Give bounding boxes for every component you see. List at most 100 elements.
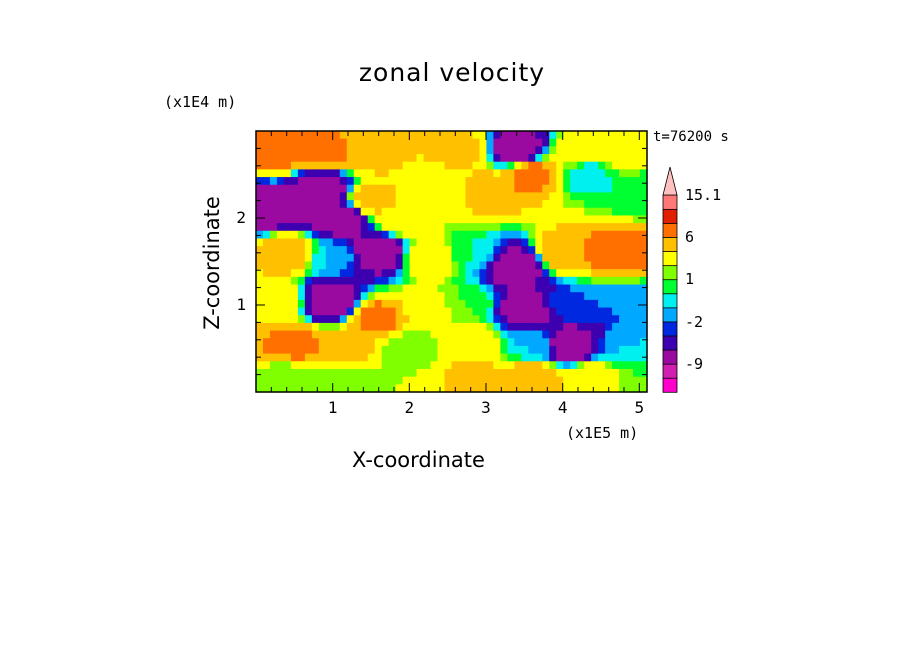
- field-cell: [584, 169, 592, 178]
- field-cell: [423, 223, 432, 232]
- field-cell: [395, 138, 404, 147]
- field-cell: [374, 345, 383, 355]
- field-cell: [612, 261, 620, 270]
- field-cell: [528, 361, 536, 370]
- field-cell: [591, 361, 599, 370]
- field-cell: [297, 269, 306, 278]
- field-cell: [437, 292, 446, 301]
- field-cell: [570, 154, 578, 163]
- field-cell: [256, 307, 264, 316]
- field-cell: [367, 230, 376, 240]
- field-cell: [311, 276, 320, 286]
- field-cell: [472, 299, 481, 309]
- field-cell: [549, 345, 557, 355]
- field-cell: [269, 207, 278, 217]
- field-cell: [395, 276, 404, 286]
- field-cell: [388, 192, 397, 201]
- field-cell: [353, 161, 362, 170]
- field-cell: [458, 215, 467, 224]
- field-cell: [409, 200, 418, 209]
- field-cell: [521, 200, 529, 209]
- field-cell: [437, 246, 446, 255]
- field-cell: [395, 261, 404, 270]
- field-cell: [269, 230, 278, 240]
- field-cell: [339, 200, 348, 209]
- field-cell: [353, 338, 362, 347]
- field-cell: [584, 138, 592, 147]
- field-cell: [479, 131, 488, 140]
- field-cell: [577, 299, 585, 309]
- field-cell: [591, 353, 599, 362]
- field-cell: [528, 261, 536, 270]
- field-cell: [402, 146, 411, 155]
- field-cell: [577, 307, 585, 316]
- field-cell: [556, 215, 564, 224]
- field-cell: [640, 345, 648, 355]
- field-cell: [374, 299, 383, 309]
- field-cell: [570, 200, 578, 209]
- field-cell: [416, 338, 425, 347]
- field-cell: [262, 307, 271, 316]
- field-cell: [500, 361, 508, 370]
- field-cell: [256, 184, 264, 194]
- field-cell: [619, 269, 627, 278]
- field-cell: [605, 353, 613, 362]
- field-cell: [542, 276, 550, 286]
- field-cell: [570, 322, 578, 332]
- field-cell: [430, 338, 439, 347]
- field-cell: [283, 200, 292, 209]
- field-cell: [325, 384, 334, 393]
- field-cell: [479, 223, 488, 232]
- field-cell: [605, 292, 613, 301]
- field-cell: [521, 192, 529, 201]
- field-cell: [367, 154, 376, 163]
- field-cell: [626, 138, 634, 147]
- field-cell: [346, 184, 355, 194]
- field-cell: [521, 276, 529, 286]
- field-cell: [570, 207, 578, 217]
- field-cell: [353, 361, 362, 370]
- field-cell: [640, 184, 648, 194]
- field-cell: [388, 330, 397, 339]
- axis-ticks: [256, 131, 647, 392]
- field-cell: [269, 246, 278, 255]
- field-cell: [290, 322, 299, 332]
- field-cell: [556, 238, 564, 247]
- field-cell: [507, 161, 515, 170]
- field-cell: [437, 207, 446, 217]
- field-cell: [339, 192, 348, 201]
- field-cell: [451, 292, 460, 301]
- field-cell: [346, 261, 355, 270]
- field-cell: [444, 307, 453, 316]
- field-cell: [437, 238, 446, 247]
- field-cell: [283, 330, 292, 339]
- field-cell: [612, 200, 620, 209]
- field-cell: [430, 215, 439, 224]
- field-cell: [423, 230, 432, 240]
- field-cell: [276, 361, 285, 370]
- field-cell: [619, 223, 627, 232]
- field-cell: [472, 307, 481, 316]
- field-cell: [388, 322, 397, 332]
- field-cell: [437, 230, 446, 240]
- field-cell: [444, 299, 453, 309]
- field-cell: [486, 384, 494, 393]
- field-cell: [339, 384, 348, 393]
- field-cell: [332, 184, 341, 194]
- field-cell: [584, 230, 592, 240]
- field-cell: [626, 315, 634, 324]
- field-cell: [626, 169, 634, 178]
- field-cell: [528, 200, 536, 209]
- field-cell: [584, 276, 592, 286]
- field-cell: [598, 338, 606, 347]
- field-cell: [570, 276, 578, 286]
- field-cell: [451, 253, 460, 263]
- field-cell: [514, 261, 522, 270]
- field-cell: [318, 299, 327, 309]
- field-cell: [493, 330, 501, 339]
- field-cell: [339, 299, 348, 309]
- field-cell: [409, 177, 418, 186]
- field-cell: [256, 299, 264, 309]
- field-cell: [598, 307, 606, 316]
- field-cell: [612, 361, 620, 370]
